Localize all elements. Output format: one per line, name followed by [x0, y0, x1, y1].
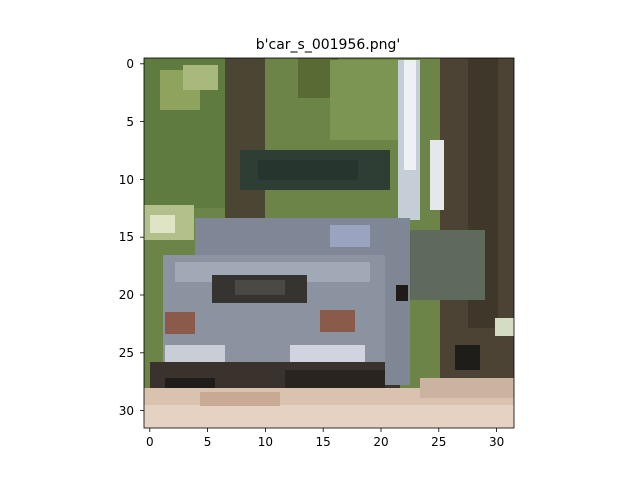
axes-frame [143, 57, 515, 429]
y-tick-label: 30 [119, 404, 134, 418]
pixelated-car-photo [143, 57, 515, 429]
x-tick-label: 20 [373, 435, 388, 449]
figure-title: b'car_s_001956.png' [256, 37, 400, 53]
x-tick-label: 0 [146, 435, 154, 449]
x-tick-label: 25 [431, 435, 446, 449]
x-axis: 0 5 10 15 20 25 30 [146, 428, 504, 449]
x-tick-label: 15 [316, 435, 331, 449]
x-tick-label: 30 [489, 435, 504, 449]
y-axis: 0 5 10 15 20 25 30 [119, 57, 144, 418]
x-tick-label: 10 [258, 435, 273, 449]
y-tick-label: 0 [126, 57, 134, 71]
y-tick-label: 10 [119, 173, 134, 187]
y-tick-label: 25 [119, 346, 134, 360]
y-tick-label: 5 [126, 115, 134, 129]
y-tick-label: 15 [119, 230, 134, 244]
y-tick-label: 20 [119, 288, 134, 302]
x-tick-label: 5 [204, 435, 212, 449]
